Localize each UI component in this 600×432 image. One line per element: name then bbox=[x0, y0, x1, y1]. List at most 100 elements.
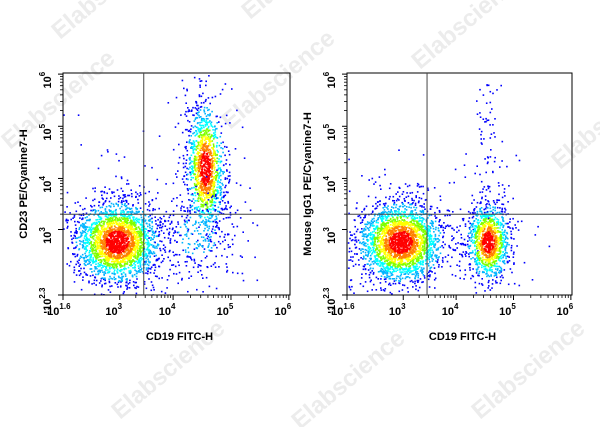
event-dot bbox=[199, 122, 201, 124]
event-dot bbox=[235, 148, 237, 150]
event-dot bbox=[202, 120, 204, 122]
event-dot bbox=[366, 250, 368, 252]
event-dot bbox=[70, 261, 72, 263]
event-dot bbox=[115, 176, 117, 178]
event-dot bbox=[365, 268, 367, 270]
event-dot bbox=[361, 211, 363, 213]
event-dot bbox=[211, 122, 213, 124]
event-dot bbox=[196, 228, 198, 230]
event-dot bbox=[173, 232, 175, 234]
event-dot bbox=[197, 105, 199, 107]
event-dot bbox=[153, 251, 155, 253]
x-axis-title: CD19 FITC-H bbox=[146, 331, 213, 343]
event-dot bbox=[187, 150, 189, 152]
event-dot bbox=[101, 286, 103, 288]
event-dot bbox=[102, 255, 104, 257]
event-dot bbox=[132, 259, 134, 261]
event-dot bbox=[215, 189, 217, 191]
event-dot bbox=[220, 142, 222, 144]
event-dot bbox=[216, 169, 218, 171]
event-dot bbox=[124, 267, 126, 269]
event-dot bbox=[358, 259, 360, 261]
event-dot bbox=[344, 248, 346, 250]
event-dot bbox=[129, 247, 131, 249]
event-dot bbox=[75, 246, 77, 248]
event-dot bbox=[97, 257, 99, 259]
event-dot bbox=[147, 242, 149, 244]
event-dot bbox=[421, 198, 423, 200]
event-dot bbox=[91, 268, 93, 270]
event-dot bbox=[222, 152, 224, 154]
event-dot bbox=[217, 184, 219, 186]
event-dot bbox=[358, 264, 360, 266]
event-dot bbox=[365, 243, 367, 245]
event-dot bbox=[194, 243, 196, 245]
event-dot bbox=[149, 204, 151, 206]
event-dot bbox=[205, 192, 207, 194]
event-dot bbox=[400, 275, 402, 277]
event-dot bbox=[199, 243, 201, 245]
event-dot bbox=[159, 248, 161, 250]
event-dot bbox=[209, 154, 211, 156]
event-dot bbox=[145, 258, 147, 260]
event-dot bbox=[92, 224, 94, 226]
event-dot bbox=[198, 183, 200, 185]
event-dot bbox=[86, 250, 88, 252]
event-dot bbox=[198, 115, 200, 117]
event-dot bbox=[214, 229, 216, 231]
event-dot bbox=[229, 246, 231, 248]
event-dot bbox=[118, 220, 120, 222]
event-dot bbox=[226, 115, 228, 117]
event-dot bbox=[206, 107, 208, 109]
event-dot bbox=[113, 254, 115, 256]
event-dot bbox=[161, 291, 163, 293]
event-dot bbox=[367, 254, 369, 256]
event-dot bbox=[429, 270, 431, 272]
event-dot bbox=[187, 296, 189, 298]
event-dot bbox=[404, 205, 406, 207]
event-dot bbox=[87, 263, 89, 265]
event-dot bbox=[206, 266, 208, 268]
event-dot bbox=[224, 202, 226, 204]
event-dot bbox=[128, 270, 130, 272]
event-dot bbox=[338, 211, 340, 213]
event-dot bbox=[212, 129, 214, 131]
event-dot bbox=[112, 192, 114, 194]
event-dot bbox=[205, 101, 207, 103]
event-dot bbox=[84, 253, 86, 255]
event-dot bbox=[102, 240, 104, 242]
event-dot bbox=[191, 161, 193, 163]
event-dot bbox=[201, 168, 203, 170]
event-dot bbox=[376, 207, 378, 209]
event-dot bbox=[444, 244, 446, 246]
event-dot bbox=[120, 269, 122, 271]
event-dot bbox=[215, 266, 217, 268]
event-dot bbox=[123, 244, 125, 246]
event-dot bbox=[187, 179, 189, 181]
event-dot bbox=[223, 196, 225, 198]
event-dot bbox=[222, 200, 224, 202]
event-dot bbox=[412, 281, 414, 283]
event-dot bbox=[77, 261, 79, 263]
event-dot bbox=[213, 177, 215, 179]
event-dot bbox=[190, 162, 192, 164]
event-dot bbox=[383, 296, 385, 298]
event-dot bbox=[393, 207, 395, 209]
event-dot bbox=[182, 80, 184, 82]
event-dot bbox=[147, 209, 149, 211]
event-dot bbox=[187, 174, 189, 176]
events-layer bbox=[9, 0, 271, 389]
event-dot bbox=[213, 143, 215, 145]
event-dot bbox=[434, 187, 436, 189]
event-dot bbox=[220, 194, 222, 196]
event-dot bbox=[185, 249, 187, 251]
event-dot bbox=[443, 232, 445, 234]
event-dot bbox=[204, 182, 206, 184]
event-dot bbox=[159, 227, 161, 229]
event-dot bbox=[356, 247, 358, 249]
event-dot bbox=[232, 272, 234, 274]
event-dot bbox=[213, 245, 215, 247]
event-dot bbox=[226, 263, 228, 265]
event-dot bbox=[123, 276, 125, 278]
event-dot bbox=[95, 243, 97, 245]
